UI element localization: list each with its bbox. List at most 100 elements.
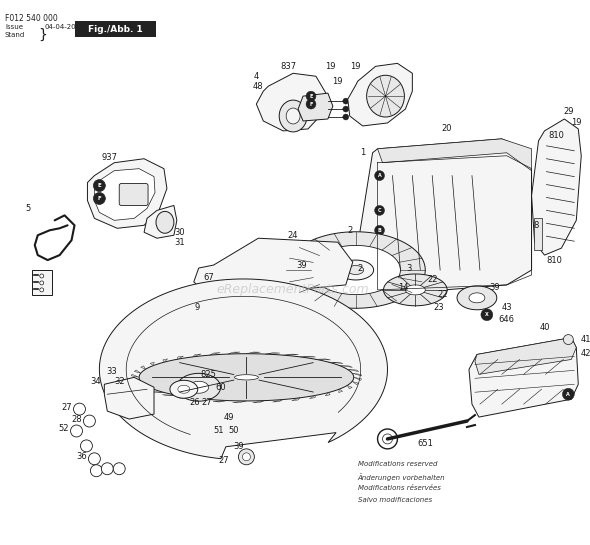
Circle shape	[74, 403, 86, 415]
Polygon shape	[193, 354, 201, 357]
Text: 5: 5	[25, 204, 31, 213]
Text: Stand: Stand	[5, 32, 25, 38]
Text: F012 540 000: F012 540 000	[5, 14, 58, 23]
Ellipse shape	[156, 211, 174, 233]
Ellipse shape	[366, 75, 404, 117]
Text: 1: 1	[360, 148, 365, 158]
Text: 2: 2	[357, 264, 362, 272]
Text: 67: 67	[204, 274, 214, 282]
Polygon shape	[150, 391, 164, 392]
Circle shape	[90, 465, 102, 477]
Polygon shape	[135, 370, 141, 373]
Text: 2: 2	[347, 226, 352, 235]
Polygon shape	[132, 379, 141, 382]
Circle shape	[382, 434, 392, 444]
Text: 19: 19	[350, 62, 361, 71]
Polygon shape	[325, 392, 330, 396]
Polygon shape	[234, 375, 258, 380]
Polygon shape	[298, 93, 333, 121]
Circle shape	[238, 449, 254, 465]
Text: 646: 646	[499, 315, 514, 324]
Polygon shape	[405, 285, 425, 295]
Text: C: C	[378, 208, 381, 213]
Text: 30: 30	[174, 228, 185, 237]
Text: 4: 4	[254, 72, 259, 81]
Polygon shape	[291, 398, 300, 401]
Text: Änderungen vorbehalten: Änderungen vorbehalten	[358, 473, 445, 481]
Text: 33: 33	[106, 367, 117, 376]
Polygon shape	[144, 205, 177, 238]
Polygon shape	[352, 382, 359, 385]
Polygon shape	[457, 286, 497, 310]
Polygon shape	[170, 380, 198, 398]
Polygon shape	[469, 337, 578, 417]
Text: Fig./Abb. 1: Fig./Abb. 1	[88, 25, 143, 34]
Polygon shape	[265, 353, 280, 354]
FancyBboxPatch shape	[533, 219, 542, 250]
Circle shape	[40, 274, 44, 278]
Text: 28: 28	[71, 415, 82, 423]
Polygon shape	[256, 73, 326, 131]
Circle shape	[71, 425, 83, 437]
Text: 9: 9	[194, 303, 199, 312]
Text: 825: 825	[201, 370, 217, 379]
Polygon shape	[178, 385, 190, 393]
Text: 43: 43	[502, 303, 512, 312]
Ellipse shape	[279, 100, 307, 132]
Circle shape	[80, 440, 93, 452]
Polygon shape	[273, 399, 283, 402]
Circle shape	[306, 91, 316, 101]
Circle shape	[343, 106, 349, 112]
Circle shape	[101, 463, 113, 475]
Polygon shape	[247, 352, 260, 354]
Text: X: X	[485, 312, 489, 317]
Text: 22: 22	[427, 275, 437, 284]
Text: 04-04-20: 04-04-20	[45, 23, 76, 29]
Circle shape	[375, 250, 385, 260]
Text: 27: 27	[61, 403, 72, 411]
Polygon shape	[104, 377, 154, 419]
Polygon shape	[213, 401, 228, 402]
Polygon shape	[163, 359, 168, 362]
Polygon shape	[178, 356, 183, 359]
Text: 60: 60	[215, 383, 226, 392]
Polygon shape	[311, 245, 401, 295]
Polygon shape	[134, 383, 146, 385]
Text: 937: 937	[101, 153, 117, 162]
Polygon shape	[209, 353, 220, 355]
Circle shape	[93, 192, 106, 204]
Circle shape	[481, 309, 493, 320]
Polygon shape	[348, 370, 359, 372]
Text: 20: 20	[442, 124, 453, 134]
Polygon shape	[232, 401, 247, 403]
Text: Modifications reserved: Modifications reserved	[358, 461, 437, 467]
Polygon shape	[140, 366, 146, 370]
Circle shape	[93, 180, 106, 191]
Polygon shape	[469, 293, 485, 303]
Polygon shape	[348, 385, 352, 389]
Polygon shape	[87, 159, 167, 228]
Circle shape	[242, 453, 250, 461]
Polygon shape	[329, 362, 343, 364]
Text: 52: 52	[58, 425, 69, 433]
Polygon shape	[94, 168, 155, 220]
Circle shape	[375, 205, 385, 215]
Polygon shape	[348, 63, 412, 126]
Polygon shape	[300, 356, 316, 357]
Polygon shape	[475, 337, 576, 374]
Text: 36: 36	[76, 452, 87, 461]
Polygon shape	[140, 387, 153, 389]
Circle shape	[562, 388, 574, 400]
Text: 39: 39	[490, 283, 500, 293]
Text: 810: 810	[546, 256, 562, 264]
Polygon shape	[194, 238, 353, 295]
FancyBboxPatch shape	[119, 184, 148, 205]
Circle shape	[375, 225, 385, 235]
Text: A: A	[566, 392, 570, 397]
Polygon shape	[286, 232, 425, 308]
Circle shape	[306, 99, 316, 109]
Polygon shape	[339, 366, 352, 367]
Text: 651: 651	[417, 439, 433, 449]
Text: 29: 29	[563, 106, 573, 116]
Polygon shape	[283, 354, 299, 355]
